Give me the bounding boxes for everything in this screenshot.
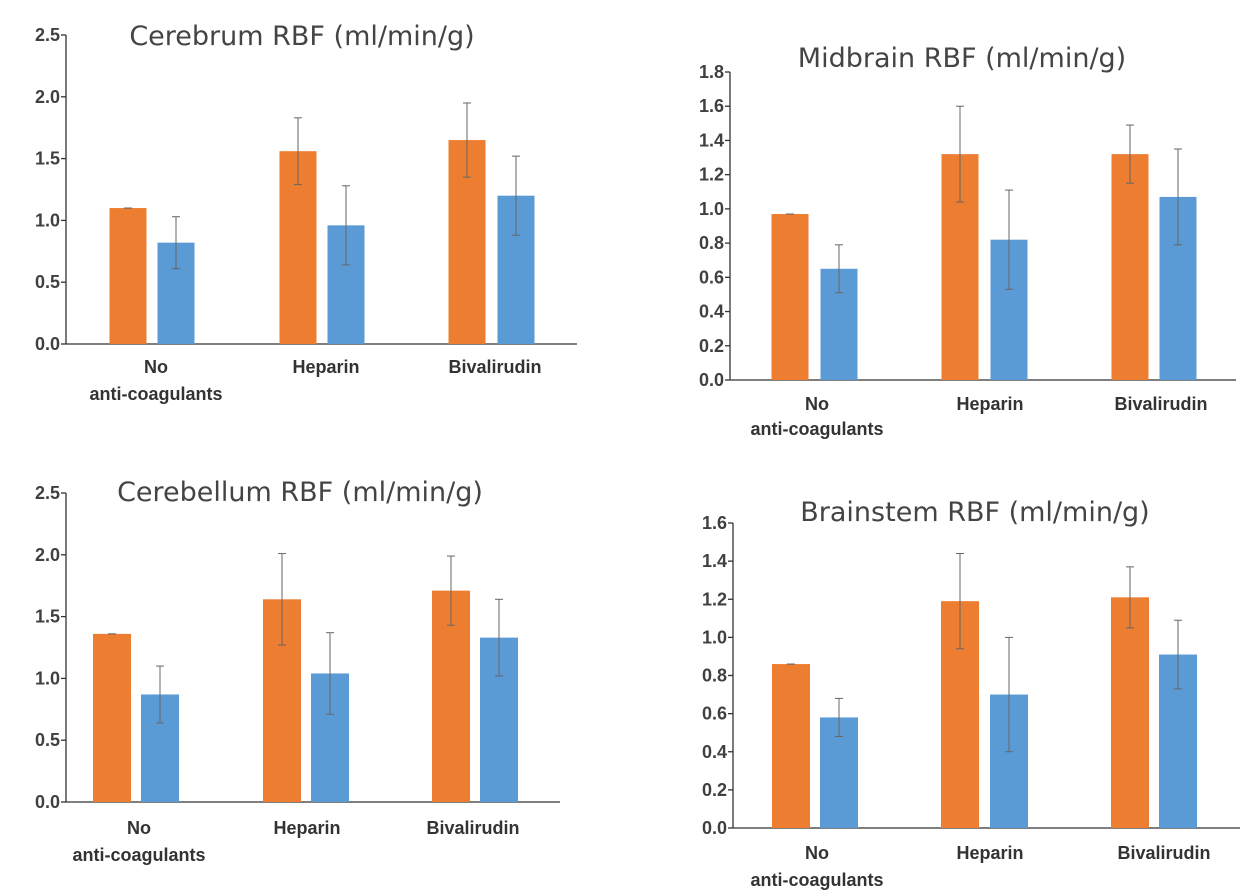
y-tick-label: 1.4 xyxy=(702,551,727,571)
y-tick-label: 1.0 xyxy=(35,668,60,688)
y-tick-label: 0.0 xyxy=(699,370,724,390)
y-tick-label: 1.0 xyxy=(702,627,727,647)
chart-title: Cerebellum RBF (ml/min/g) xyxy=(117,477,483,508)
chart-2: Midbrain RBF (ml/min/g) 0.0 0.2 0.4 0.6 0.8 1.… xyxy=(699,43,1236,439)
y-tick-label: 0.8 xyxy=(699,233,724,253)
x-category-label: Heparin xyxy=(292,357,359,377)
y-tick-label: 1.8 xyxy=(699,62,724,82)
x-category-label: No xyxy=(127,818,151,838)
y-tick-label: 1.6 xyxy=(702,513,727,533)
y-tick-label: 0.6 xyxy=(699,267,724,287)
y-tick-label: 0.0 xyxy=(35,334,60,354)
x-category-label: No xyxy=(805,394,829,414)
bar-series-1-cat-3 xyxy=(1111,154,1149,380)
x-category-label: anti-coagulants xyxy=(89,384,222,404)
x-category-label: No xyxy=(805,843,829,863)
y-tick-label: 2.0 xyxy=(35,545,60,565)
y-tick-label: 1.0 xyxy=(35,210,60,230)
y-tick-label: 2.5 xyxy=(35,25,60,45)
y-tick-label: 2.5 xyxy=(35,483,60,503)
bar-series-1-cat-1 xyxy=(772,664,810,828)
x-category-label: anti-coagulants xyxy=(750,419,883,439)
y-tick-label: 0.0 xyxy=(35,792,60,812)
x-category-label: Heparin xyxy=(956,843,1023,863)
bar-series-1-cat-3 xyxy=(1111,597,1149,828)
y-tick-label: 0.4 xyxy=(699,302,724,322)
x-category-label: Bivalirudin xyxy=(448,357,541,377)
y-tick-label: 0.8 xyxy=(702,666,727,686)
x-category-label: Bivalirudin xyxy=(426,818,519,838)
chart-3: Cerebellum RBF (ml/min/g) 0.0 0.5 1.0 1.5 2.0… xyxy=(35,477,560,865)
y-tick-label: 1.5 xyxy=(35,149,60,169)
x-category-label: Heparin xyxy=(273,818,340,838)
x-category-label: anti-coagulants xyxy=(750,870,883,890)
chart-title: Cerebrum RBF (ml/min/g) xyxy=(129,21,474,52)
x-category-label: anti-coagulants xyxy=(72,845,205,865)
y-tick-label: 1.4 xyxy=(699,130,724,150)
x-category-label: No xyxy=(144,357,168,377)
chart-4: Brainstem RBF (ml/min/g) 0.0 0.2 0.4 0.6 0.8 1… xyxy=(702,497,1240,890)
y-tick-label: 1.0 xyxy=(699,199,724,219)
y-tick-label: 1.2 xyxy=(702,589,727,609)
y-tick-label: 0.2 xyxy=(702,780,727,800)
bar-series-1-cat-1 xyxy=(109,208,147,344)
bar-series-1-cat-3 xyxy=(432,590,470,802)
chart-title: Midbrain RBF (ml/min/g) xyxy=(798,43,1126,74)
y-tick-label: 0.5 xyxy=(35,272,60,292)
x-category-label: Bivalirudin xyxy=(1117,843,1210,863)
y-tick-label: 0.6 xyxy=(702,704,727,724)
y-tick-label: 0.4 xyxy=(702,742,727,762)
bar-series-1-cat-1 xyxy=(771,214,809,380)
y-tick-label: 0.5 xyxy=(35,730,60,750)
bar-series-1-cat-1 xyxy=(93,633,131,802)
chart-title: Brainstem RBF (ml/min/g) xyxy=(800,497,1149,528)
y-tick-label: 0.2 xyxy=(699,336,724,356)
y-tick-label: 1.2 xyxy=(699,165,724,185)
y-tick-label: 2.0 xyxy=(35,87,60,107)
chart-1: Cerebrum RBF (ml/min/g) 0.0 0.5 1.0 1.5 2.0 2.… xyxy=(35,21,577,404)
y-tick-label: 1.6 xyxy=(699,96,724,116)
x-category-label: Heparin xyxy=(956,394,1023,414)
y-tick-label: 1.5 xyxy=(35,607,60,627)
x-category-label: Bivalirudin xyxy=(1114,394,1207,414)
y-tick-label: 0.0 xyxy=(702,818,727,838)
